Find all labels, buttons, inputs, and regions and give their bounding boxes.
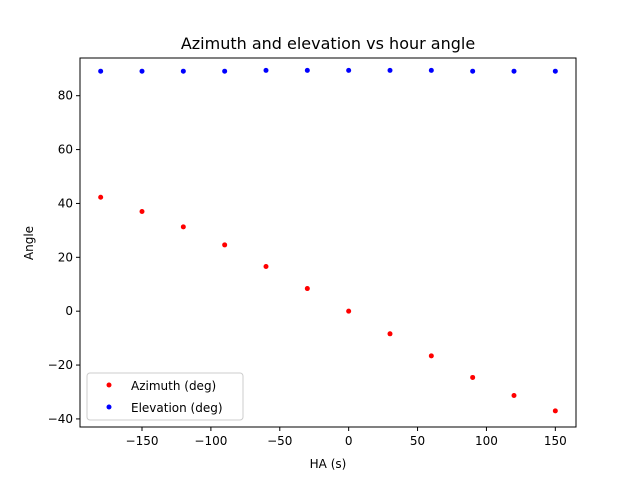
y-tick-label: −20 — [48, 358, 73, 372]
x-tick-label: 150 — [544, 434, 567, 448]
elevation-point — [346, 67, 352, 73]
legend-label-azimuth: Azimuth (deg) — [131, 379, 216, 393]
data-marks — [98, 67, 558, 414]
x-tick-label: 0 — [345, 434, 353, 448]
chart-title: Azimuth and elevation vs hour angle — [181, 34, 475, 53]
elevation-point — [470, 68, 476, 74]
azimuth-point — [263, 263, 269, 269]
x-tick-label: 50 — [410, 434, 425, 448]
elevation-point — [552, 68, 558, 74]
x-tick-label: −50 — [267, 434, 292, 448]
legend-marker-elevation — [106, 404, 112, 410]
y-tick-label: 80 — [58, 89, 73, 103]
legend-box — [86, 372, 244, 421]
axes-frame — [79, 57, 577, 428]
elevation-point — [428, 67, 434, 73]
elevation-point — [387, 67, 393, 73]
azimuth-point — [428, 353, 434, 359]
azimuth-point — [552, 408, 558, 414]
elevation-point — [180, 68, 186, 74]
y-tick-label: 20 — [58, 250, 73, 264]
y-tick-label: −40 — [48, 412, 73, 426]
y-axis-ticks: −40 −20 0 20 40 60 80 — [48, 89, 80, 426]
azimuth-point — [470, 374, 476, 380]
elevation-point — [263, 67, 269, 73]
x-tick-label: 100 — [475, 434, 498, 448]
azimuth-point — [222, 242, 228, 248]
y-tick-label: 60 — [58, 143, 73, 157]
x-axis-ticks: −150 −100 −50 0 50 100 150 — [126, 427, 567, 448]
y-axis-title: Angle — [22, 226, 36, 260]
x-tick-label: −150 — [126, 434, 159, 448]
elevation-point — [304, 67, 310, 73]
elevation-point — [222, 68, 228, 74]
elevation-point — [139, 68, 145, 74]
elevation-point — [511, 68, 517, 74]
azimuth-point — [180, 224, 186, 230]
azimuth-point — [346, 308, 352, 314]
y-tick-label: 40 — [58, 196, 73, 210]
y-tick-label: 0 — [65, 304, 73, 318]
elevation-point — [98, 68, 104, 74]
azimuth-point — [304, 286, 310, 292]
azimuth-point — [387, 331, 393, 337]
x-tick-label: −100 — [194, 434, 227, 448]
legend-marker-azimuth — [106, 382, 112, 388]
azimuth-point — [98, 194, 104, 200]
azimuth-point — [511, 392, 517, 398]
legend-label-elevation: Elevation (deg) — [131, 401, 223, 415]
azimuth-point — [139, 209, 145, 215]
legend: Azimuth (deg) Elevation (deg) — [86, 372, 244, 421]
x-axis-title: HA (s) — [310, 457, 347, 471]
